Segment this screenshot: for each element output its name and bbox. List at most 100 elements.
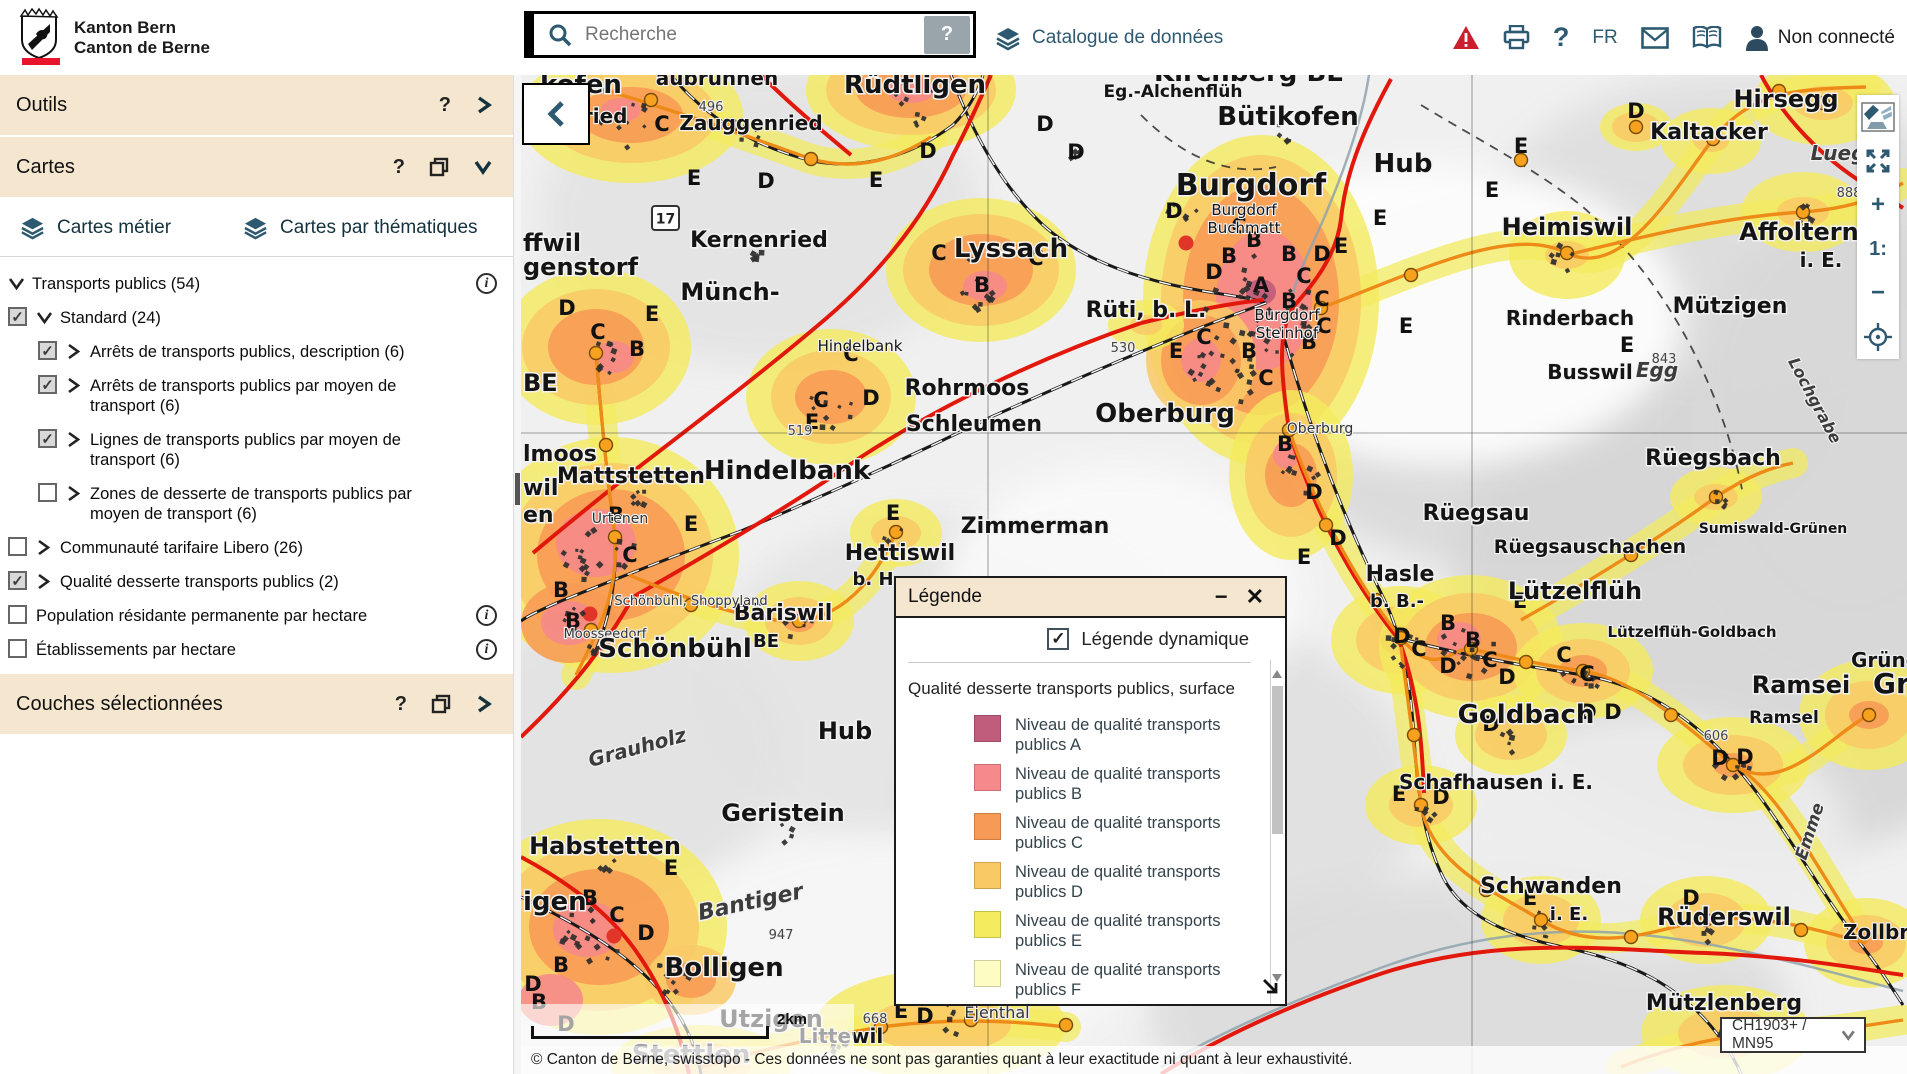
building bbox=[656, 963, 662, 969]
layers-icon bbox=[996, 27, 1020, 50]
panel-cartes[interactable]: Cartes ? bbox=[0, 137, 513, 197]
tree-expand-icon[interactable] bbox=[36, 571, 60, 591]
user-login[interactable]: Non connecté bbox=[1745, 25, 1895, 51]
layer-checkbox[interactable]: ✓ bbox=[38, 375, 57, 394]
building bbox=[611, 115, 616, 119]
tree-expand-icon[interactable] bbox=[66, 429, 90, 449]
layer-row[interactable]: Transports publics (54) i bbox=[0, 273, 513, 294]
layer-checkbox[interactable] bbox=[8, 537, 27, 556]
info-icon[interactable]: i bbox=[476, 273, 497, 294]
building bbox=[610, 356, 616, 363]
building bbox=[1470, 654, 1476, 660]
sidebar-scrollbar-thumb[interactable] bbox=[515, 473, 520, 505]
zoom-out-button[interactable]: − bbox=[1870, 279, 1885, 306]
panel-outils[interactable]: Outils ? bbox=[0, 75, 513, 135]
legend-minimize-icon[interactable]: − bbox=[1214, 584, 1228, 609]
building bbox=[672, 988, 679, 995]
sidebar-scrollbar[interactable] bbox=[513, 75, 521, 1074]
zoom-in-button[interactable]: + bbox=[1870, 191, 1885, 218]
warning-icon[interactable] bbox=[1452, 25, 1480, 51]
detach-icon[interactable] bbox=[431, 694, 451, 714]
cartes-help-icon[interactable]: ? bbox=[392, 155, 405, 178]
building bbox=[829, 424, 836, 431]
building bbox=[607, 370, 612, 376]
layer-row[interactable]: Population résidante permanente par hect… bbox=[0, 605, 513, 626]
tree-expand-icon[interactable] bbox=[66, 341, 90, 361]
tab-cartes-metier[interactable]: Cartes métier bbox=[20, 215, 171, 240]
quality-letter-B: B bbox=[1221, 244, 1237, 268]
print-icon[interactable] bbox=[1503, 25, 1530, 50]
scale-button[interactable]: 1: bbox=[1869, 237, 1887, 260]
projection-dropdown[interactable]: CH1903+ / MN95 bbox=[1720, 1017, 1866, 1053]
scroll-down-icon[interactable] bbox=[1272, 974, 1282, 982]
quality-letter-E: E bbox=[886, 501, 900, 525]
map-label: Burgdorf bbox=[1254, 306, 1320, 324]
layer-row[interactable]: ✓ Standard (24) bbox=[0, 307, 513, 328]
layer-row[interactable]: Établissements par hectare i bbox=[0, 639, 513, 660]
dynamic-legend-checkbox[interactable]: ✓ bbox=[1047, 628, 1070, 650]
basemap-switcher-button[interactable] bbox=[1857, 95, 1899, 139]
search-icon bbox=[549, 24, 572, 46]
panel-couches[interactable]: Couches sélectionnées ? bbox=[0, 674, 513, 734]
layer-row[interactable]: ✓ Arrêts de transports publics par moyen … bbox=[0, 375, 513, 416]
tree-collapse-icon[interactable] bbox=[36, 307, 60, 327]
sidebar-collapse-button[interactable] bbox=[522, 83, 590, 145]
tree-expand-icon[interactable] bbox=[66, 483, 90, 503]
catalogue-button[interactable]: Catalogue de données bbox=[995, 0, 1223, 75]
couches-help-icon[interactable]: ? bbox=[394, 692, 407, 715]
building bbox=[1715, 499, 1720, 504]
building bbox=[1556, 242, 1564, 250]
map-label: ffwil bbox=[523, 229, 581, 257]
fullscreen-icon[interactable] bbox=[1857, 139, 1899, 183]
layer-checkbox[interactable]: ✓ bbox=[38, 429, 57, 448]
detach-icon[interactable] bbox=[429, 157, 449, 177]
legend-header[interactable]: Légende − ✕ bbox=[896, 578, 1285, 618]
kanton-bern-logo[interactable]: Kanton Bern Canton de Berne bbox=[18, 6, 210, 71]
layer-row[interactable]: ✓ Arrêts de transports publics, descripti… bbox=[0, 341, 513, 362]
quality-letter-D: D bbox=[1313, 242, 1330, 266]
building bbox=[1311, 475, 1317, 481]
layer-checkbox[interactable]: ✓ bbox=[8, 307, 27, 326]
layer-checkbox[interactable] bbox=[38, 483, 57, 502]
legend-resize-handle[interactable] bbox=[1261, 977, 1281, 1002]
tree-expand-icon[interactable] bbox=[36, 537, 60, 557]
mail-icon[interactable] bbox=[1640, 26, 1669, 49]
legend-scrollbar-thumb[interactable] bbox=[1272, 686, 1283, 834]
search-input[interactable] bbox=[573, 22, 924, 47]
language-selector[interactable]: FR bbox=[1592, 26, 1618, 48]
tree-collapse-icon[interactable] bbox=[8, 273, 32, 293]
legend-item-label: Niveau de qualité transports publics A bbox=[1015, 716, 1221, 754]
layer-row[interactable]: ✓ Lignes de transports publics par moyen … bbox=[0, 429, 513, 470]
layer-checkbox[interactable]: ✓ bbox=[8, 571, 27, 590]
chevron-down-icon[interactable] bbox=[473, 158, 493, 176]
outils-help-icon[interactable]: ? bbox=[438, 93, 451, 116]
layer-row[interactable]: ✓ Qualité desserte transports publics (2) bbox=[0, 571, 513, 592]
help-icon[interactable]: ? bbox=[1552, 22, 1570, 52]
info-icon[interactable]: i bbox=[476, 605, 497, 626]
scroll-up-icon[interactable] bbox=[1272, 670, 1282, 678]
tree-expand-icon[interactable] bbox=[66, 375, 90, 395]
geolocate-button[interactable] bbox=[1857, 315, 1899, 359]
layer-checkbox[interactable] bbox=[8, 639, 27, 658]
layer-row[interactable]: Zones de desserte de transports publics … bbox=[0, 483, 513, 524]
layer-checkbox[interactable] bbox=[8, 605, 27, 624]
layer-row[interactable]: Communauté tarifaire Libero (26) bbox=[0, 537, 513, 558]
guide-book-icon[interactable] bbox=[1692, 25, 1722, 50]
building bbox=[639, 500, 648, 509]
chevron-right-icon[interactable] bbox=[475, 694, 493, 714]
building bbox=[1440, 649, 1448, 657]
building bbox=[1187, 368, 1196, 377]
building bbox=[787, 633, 793, 640]
building bbox=[884, 537, 892, 545]
building bbox=[1071, 148, 1079, 156]
search-help-button[interactable]: ? bbox=[924, 15, 970, 54]
layer-checkbox[interactable]: ✓ bbox=[38, 341, 57, 360]
info-icon[interactable]: i bbox=[476, 639, 497, 660]
legend-close-icon[interactable]: ✕ bbox=[1245, 584, 1264, 609]
map-label: Hub bbox=[1374, 149, 1433, 179]
tab-cartes-thematiques[interactable]: Cartes par thématiques bbox=[243, 215, 478, 240]
chevron-right-icon[interactable] bbox=[475, 95, 493, 115]
panel-couches-title: Couches sélectionnées bbox=[16, 692, 223, 715]
